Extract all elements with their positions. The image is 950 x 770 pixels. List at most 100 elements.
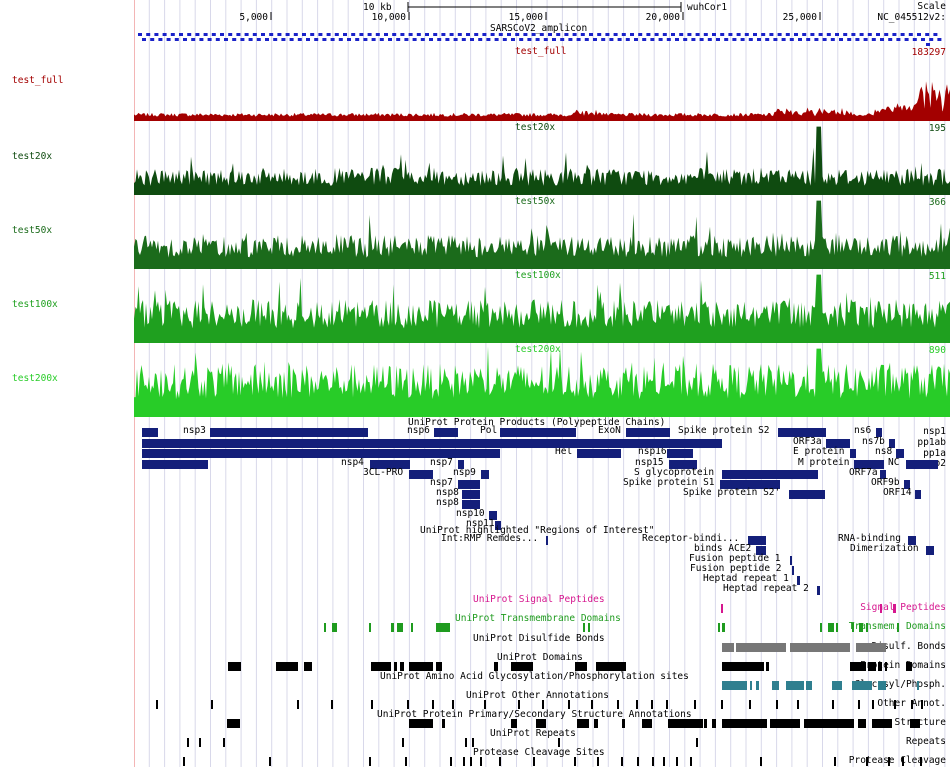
feature-block[interactable] [826,439,850,448]
annotation-mark[interactable] [911,700,913,709]
feature-row-label[interactable]: pp1ab [917,437,946,448]
feature-block[interactable] [142,439,722,448]
annotation-mark[interactable] [880,604,882,613]
feature-block[interactable] [210,428,368,437]
annotation-mark[interactable] [776,700,778,709]
feature-block[interactable] [904,480,910,489]
feature-label[interactable]: Spike protein S2' [683,487,781,498]
annotation-mark[interactable] [436,662,442,671]
annotation-mark[interactable] [409,719,433,728]
annotation-mark[interactable] [621,757,623,766]
feature-block[interactable] [462,490,480,499]
annotation-mark[interactable] [722,719,767,728]
annotation-mark[interactable] [858,719,866,728]
annotation-mark[interactable] [832,681,842,690]
annotation-mark[interactable] [542,700,544,709]
feature-label[interactable]: ORF9b [871,477,900,488]
annotation-mark[interactable] [450,757,452,766]
region-label[interactable]: Fusion peptide 1 [689,553,781,564]
annotation-mark[interactable] [872,700,874,709]
annotation-mark[interactable] [597,757,599,766]
annotation-mark[interactable] [371,662,391,671]
feature-label[interactable]: 3CL-PRO [363,467,404,478]
feature-block[interactable] [142,460,208,469]
annotation-mark[interactable] [407,700,409,709]
feature-block[interactable] [626,428,670,437]
annotation-track-label[interactable]: Signal Peptides [860,602,946,613]
annotation-mark[interactable] [651,700,653,709]
feature-label[interactable]: nsp10 [456,508,485,519]
annotation-mark[interactable] [760,757,762,766]
feature-label[interactable]: nsp3 [183,425,206,436]
annotation-mark[interactable] [432,700,434,709]
annotation-mark[interactable] [511,662,533,671]
annotation-mark[interactable] [721,604,723,613]
annotation-mark[interactable] [484,700,486,709]
annotation-mark[interactable] [663,757,665,766]
region-label[interactable]: Heptad repeat 1 [703,573,789,584]
annotation-mark[interactable] [910,719,920,728]
annotation-mark[interactable] [304,662,312,671]
amplicon-track[interactable] [138,33,942,46]
region-label[interactable]: Dimerization [850,543,919,554]
annotation-mark[interactable] [722,662,764,671]
annotation-mark[interactable] [749,700,751,709]
annotation-mark[interactable] [704,719,707,728]
annotation-mark[interactable] [183,757,185,766]
annotation-mark[interactable] [786,681,804,690]
annotation-mark[interactable] [666,700,668,709]
annotation-mark[interactable] [790,643,812,652]
annotation-mark[interactable] [574,757,576,766]
feature-block[interactable] [720,480,780,489]
annotation-mark[interactable] [917,681,919,690]
annotation-track-label[interactable]: Glycosyl/Phosph. [854,679,946,690]
annotation-mark[interactable] [885,662,887,671]
feature-block[interactable] [495,521,501,530]
annotation-mark[interactable] [588,623,590,632]
signal-graph[interactable] [134,271,950,343]
feature-block[interactable] [142,449,500,458]
feature-block[interactable] [669,460,697,469]
feature-block[interactable] [462,500,480,509]
feature-label[interactable]: Spike protein S1 [623,477,715,488]
feature-label[interactable]: Pol [480,425,498,436]
feature-block[interactable] [500,428,576,437]
feature-label[interactable]: ns7b [862,436,885,447]
feature-label[interactable]: ORF14 [883,487,912,498]
ruler[interactable]: 10 kb wuhCor1 5,000 10,000 15,000 20,000 25,… [0,0,950,46]
annotation-mark[interactable] [499,757,501,766]
annotation-track-label[interactable]: Protein Domains [860,660,946,671]
annotation-mark[interactable] [411,623,413,632]
feature-block[interactable] [915,490,921,499]
feature-label[interactable]: ns8 [875,446,893,457]
annotation-mark[interactable] [866,623,868,632]
annotation-mark[interactable] [622,719,625,728]
feature-block[interactable] [854,460,884,469]
annotation-mark[interactable] [223,738,225,747]
annotation-mark[interactable] [834,757,836,766]
annotation-mark[interactable] [536,719,546,728]
annotation-mark[interactable] [394,662,397,671]
annotation-mark[interactable] [276,662,298,671]
annotation-mark[interactable] [558,738,560,747]
annotation-mark[interactable] [852,623,854,632]
annotation-mark[interactable] [518,700,520,709]
feature-block[interactable] [778,428,826,437]
feature-label[interactable]: Spike protein S2 [678,425,770,436]
annotation-mark[interactable] [868,662,876,671]
annotation-mark[interactable] [371,700,373,709]
annotation-mark[interactable] [436,623,450,632]
annotation-mark[interactable] [858,700,860,709]
feature-block[interactable] [434,428,458,437]
annotation-mark[interactable] [856,643,886,652]
region-label[interactable]: Fusion peptide 2 [690,563,782,574]
annotation-mark[interactable] [836,623,838,632]
annotation-mark[interactable] [480,757,482,766]
annotation-mark[interactable] [690,757,692,766]
feature-label[interactable]: nsp11 [466,518,495,529]
feature-label[interactable]: ORF7a [849,467,878,478]
region-block[interactable] [546,536,548,545]
annotation-mark[interactable] [921,700,923,709]
annotation-mark[interactable] [756,681,759,690]
feature-block[interactable] [906,460,938,469]
